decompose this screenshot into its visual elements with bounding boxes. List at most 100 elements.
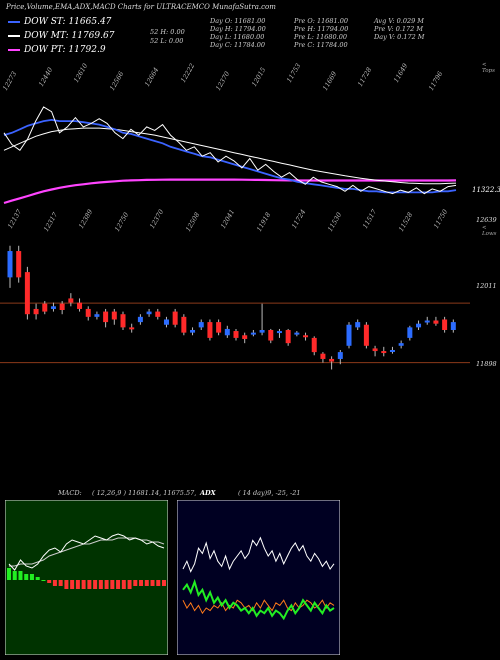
candle-body	[85, 308, 91, 317]
candle-body	[424, 320, 430, 323]
macd-histogram-bar	[127, 580, 132, 589]
info-day-volume: Day V: 0.172 M	[374, 33, 425, 41]
macd-histogram-bar	[24, 574, 29, 580]
macd-histogram-bar	[121, 580, 126, 589]
candle-body	[94, 314, 100, 317]
di-line	[182, 578, 335, 621]
candle-body	[7, 251, 13, 278]
macd-background	[5, 500, 168, 655]
candle-body	[59, 303, 65, 310]
macd-histogram-bar	[58, 580, 63, 586]
info-pre-close: Pre C: 11784.00	[294, 41, 348, 49]
peak-label: 11753	[285, 62, 303, 84]
macd-histogram-bar	[150, 580, 155, 586]
candle-body	[276, 331, 282, 334]
macd-values: ( 12,26,9 ) 11681.14, 11675.57,	[92, 489, 197, 497]
candle-body	[68, 298, 74, 303]
macd-line	[8, 533, 165, 571]
macd-histogram-bar	[35, 577, 40, 580]
candle-body	[24, 272, 30, 315]
info-day-open: Day O: 11681.00	[210, 17, 266, 25]
candle-body	[355, 322, 361, 328]
trough-label: 11724	[290, 208, 308, 230]
candle-body	[111, 311, 117, 320]
dow-pt-label: DOW PT: 11792.9	[24, 45, 106, 55]
candle-body	[16, 251, 22, 278]
candle-body	[233, 331, 239, 338]
info-col-volume: Avg V: 0.029 M Pre V: 0.172 M Day V: 0.1…	[374, 17, 424, 41]
info-col-pre: Pre O: 11681.00 Pre H: 11794.00 Pre L: 1…	[294, 17, 348, 49]
candle-body	[33, 308, 39, 315]
candle-body	[250, 332, 256, 335]
info-col-day: Day O: 11681.00 Day H: 11794.00 Day L: 1…	[210, 17, 266, 49]
page-title: Price,Volume,EMA,ADX,MACD Charts for ULT…	[6, 3, 276, 11]
trough-label: 11750	[432, 208, 450, 230]
candle-body	[50, 306, 56, 309]
candle-body	[398, 343, 404, 346]
price-level-upper: 12011	[476, 282, 497, 290]
candle-body	[407, 327, 413, 338]
candle-body	[329, 358, 335, 362]
macd-histogram-bar	[41, 580, 46, 581]
info-day-close: Day C: 11784.00	[210, 41, 266, 49]
candle-body	[285, 330, 291, 344]
macd-histogram-bar	[52, 580, 57, 586]
candle-body	[120, 314, 126, 328]
candle-body	[268, 330, 274, 341]
price-line	[3, 106, 457, 195]
adx-values: ( 14 day)9, -25, -21	[238, 489, 301, 497]
macd-histogram-bar	[47, 580, 52, 583]
candle-body	[442, 319, 448, 330]
candle-body	[129, 327, 135, 330]
price-chart	[0, 245, 470, 370]
macd-label: MACD:	[58, 489, 82, 497]
candle-body	[207, 322, 213, 338]
macd-histogram-bar	[156, 580, 161, 586]
candle-body	[294, 332, 300, 335]
macd-histogram-bar	[70, 580, 75, 589]
macd-histogram-bar	[75, 580, 80, 589]
peak-label: 12610	[72, 62, 90, 84]
macd-histogram-bar	[81, 580, 86, 589]
candle-body	[163, 319, 169, 325]
info-pre-low: Pre L: 11680.00	[294, 33, 347, 41]
candle-body	[146, 311, 152, 315]
dow-st-swatch	[8, 21, 20, 23]
info-day-high: Day H: 11794.00	[210, 25, 266, 33]
peak-label: 12370	[214, 70, 232, 92]
candle-body	[42, 303, 48, 312]
adx-label: ADX	[200, 489, 216, 497]
info-52-low: 52 L: 0.00	[150, 37, 184, 45]
macd-histogram-bar	[133, 580, 138, 586]
ema-right-level: 12639	[476, 216, 497, 224]
adx-background	[177, 500, 340, 655]
macd-histogram-bar	[162, 580, 166, 586]
trough-label: 12137	[6, 208, 24, 230]
lows-note: < Lows	[482, 225, 497, 237]
candle-body	[381, 351, 387, 354]
trough-label: 12041	[219, 208, 237, 230]
peak-label: 12273	[1, 70, 19, 92]
info-pre-high: Pre H: 11794.00	[294, 25, 349, 33]
candle-body	[450, 322, 456, 330]
candle-body	[224, 328, 230, 336]
peak-label: 12664	[143, 66, 161, 88]
candle-body	[320, 353, 326, 359]
dow-pt-swatch	[8, 49, 20, 51]
candle-body	[389, 350, 395, 352]
info-day-low: Day L: 11680.00	[210, 33, 265, 41]
macd-histogram-bar	[12, 571, 17, 580]
legend-dow-mt: DOW MT: 11769.67	[8, 31, 114, 41]
candle-body	[103, 311, 109, 323]
candle-body	[190, 330, 196, 333]
dow-mt-line	[3, 127, 457, 185]
adx-chart	[177, 500, 340, 655]
macd-histogram-bar	[98, 580, 103, 589]
di-line	[182, 599, 335, 615]
candle-body	[337, 352, 343, 359]
peak-label: 11649	[391, 62, 409, 84]
dow-mt-swatch	[8, 35, 20, 37]
peak-label: 11728	[356, 66, 374, 88]
candle-body	[216, 322, 222, 333]
macd-histogram-bar	[93, 580, 98, 589]
